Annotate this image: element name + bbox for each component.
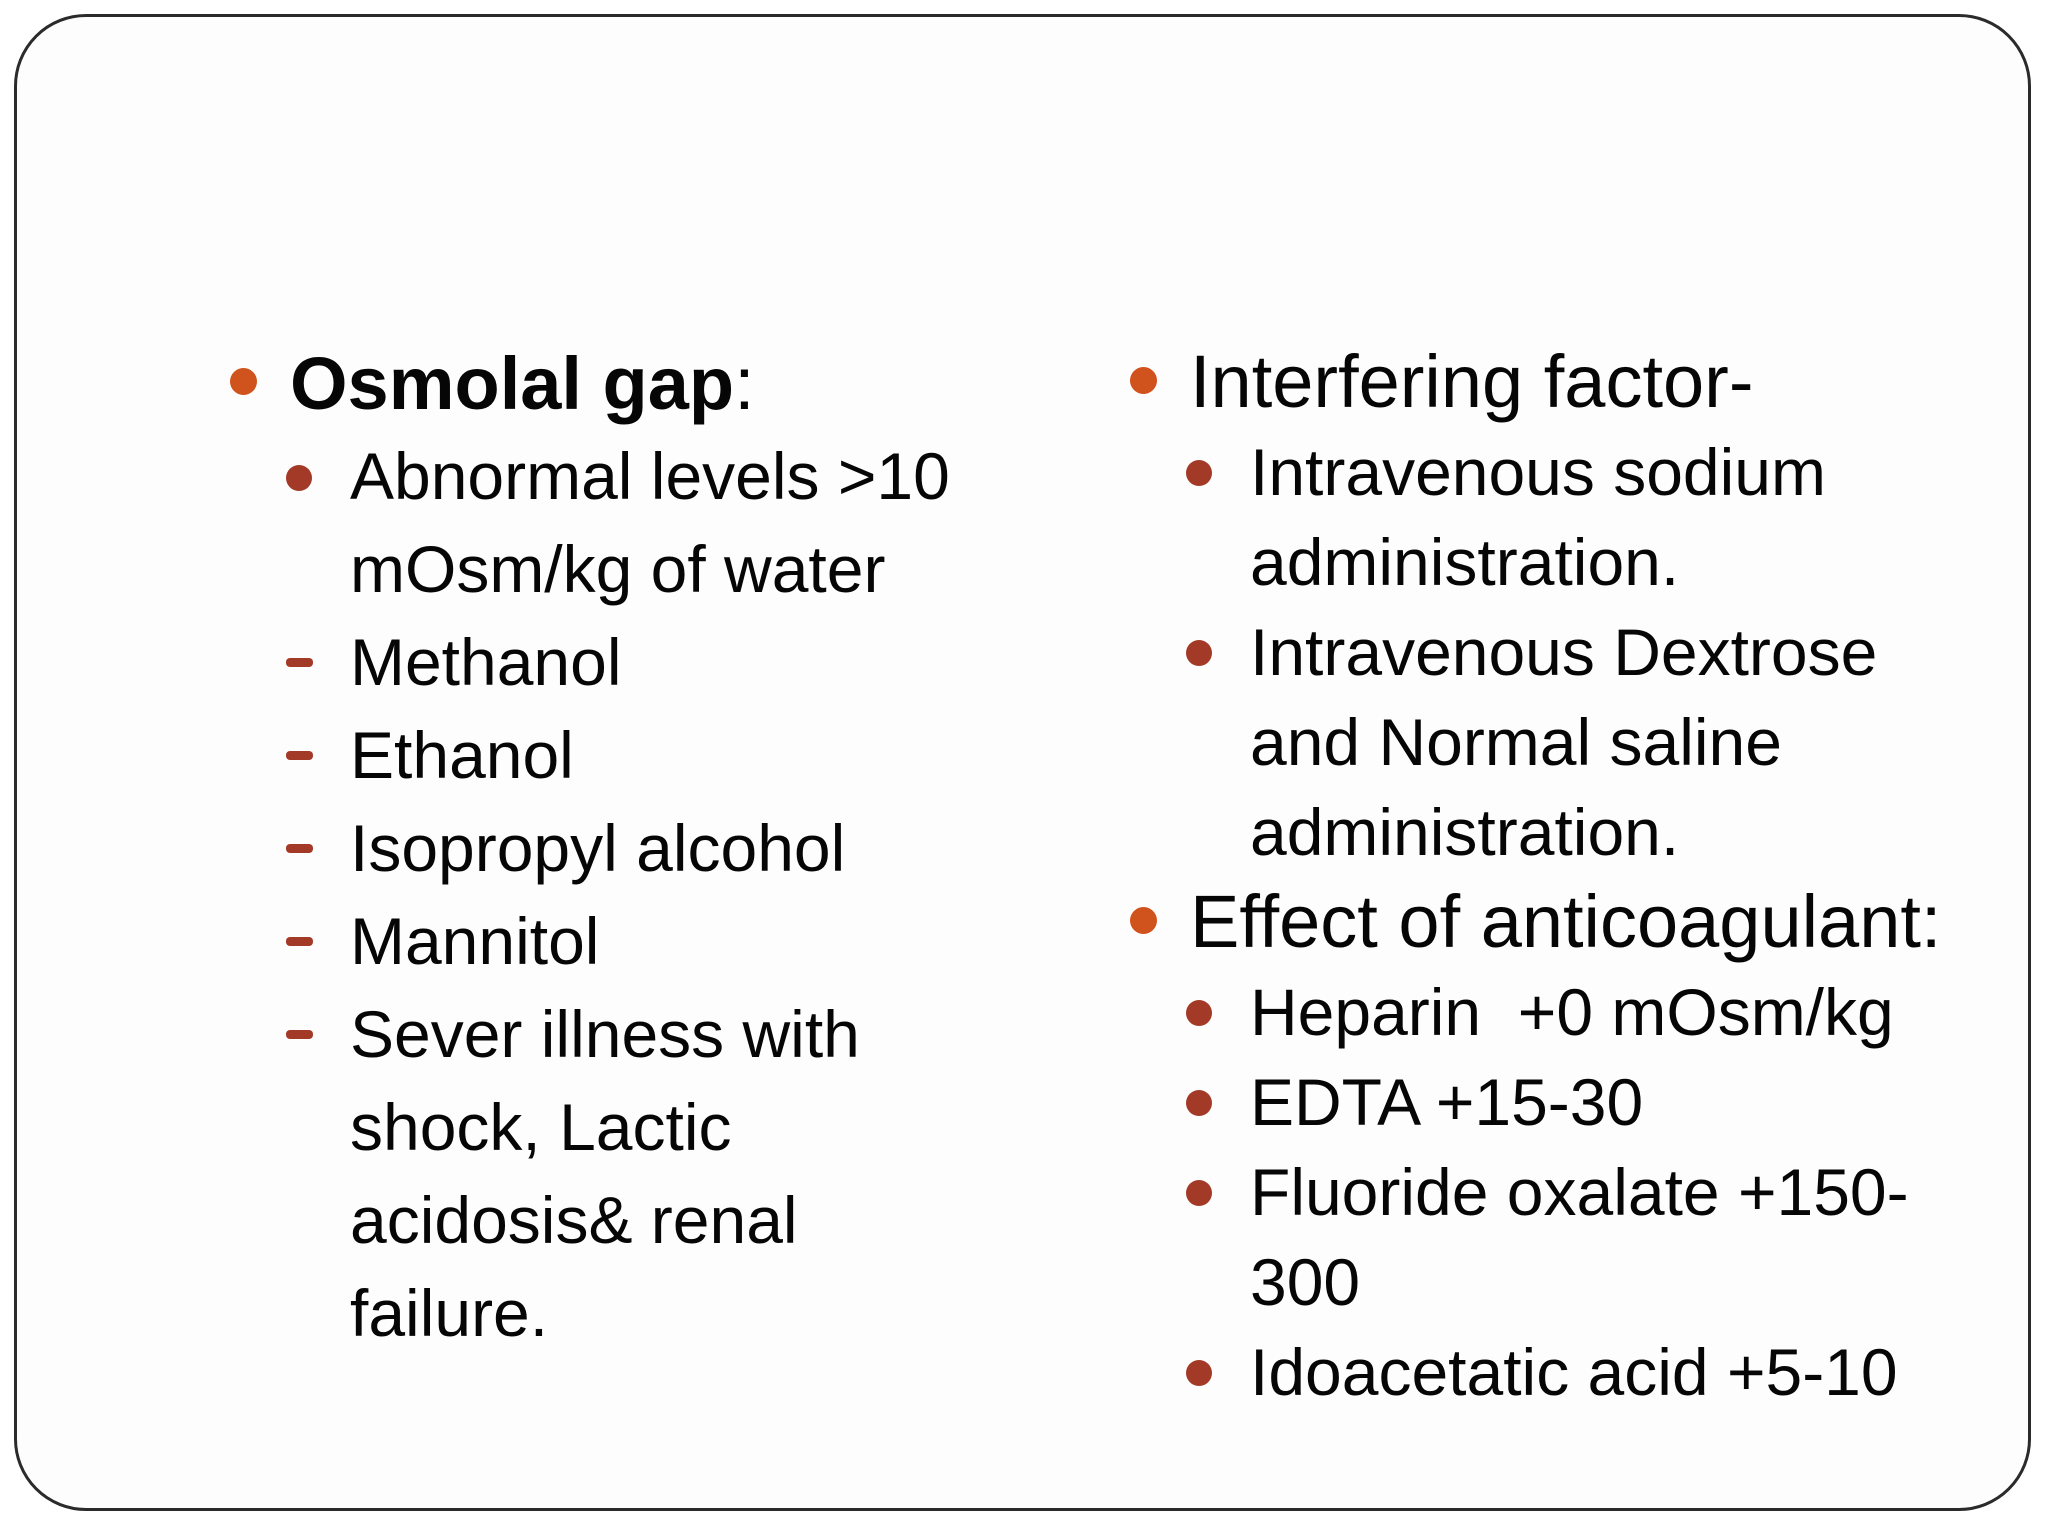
list-item: EDTA +15-30 (1122, 1057, 1970, 1147)
list-item-text: Heparin +0 mOsm/kg (1250, 975, 1894, 1049)
list-item: Sever illness with shock, Lactic acidosi… (222, 988, 1000, 1360)
bullet-icon (1186, 460, 1212, 486)
bullet-icon (1186, 1180, 1212, 1206)
list-item-text: Fluoride oxalate +150-300 (1250, 1155, 1909, 1319)
dash-icon (286, 658, 313, 667)
list-item-text: Isopropyl alcohol (350, 811, 846, 885)
list-item: Idoacetatic acid +5-10 (1122, 1327, 1970, 1417)
left-text-column: Osmolal gap: Abnormal levels >10 mOsm/kg … (222, 337, 1000, 1360)
bullet-icon (1130, 367, 1157, 394)
bullet-icon (1186, 640, 1212, 666)
list-item-text: Sever illness with shock, Lactic acidosi… (350, 997, 879, 1350)
list-item: Methanol (222, 616, 1000, 709)
list-item-text: EDTA +15-30 (1250, 1065, 1644, 1139)
bullet-icon (1186, 1090, 1212, 1116)
dash-icon (286, 844, 313, 853)
list-item: Isopropyl alcohol (222, 802, 1000, 895)
list-item: Intravenous Dextrose and Normal saline a… (1122, 607, 1970, 877)
list-item-text: Ethanol (350, 718, 574, 792)
list-item: Heparin +0 mOsm/kg (1122, 967, 1970, 1057)
slide-border-frame (14, 14, 2031, 1511)
dash-icon (286, 751, 313, 760)
list-item-text: Methanol (350, 625, 622, 699)
list-item: Fluoride oxalate +150-300 (1122, 1147, 1970, 1327)
list-item-text: Intravenous Dextrose and Normal saline a… (1250, 615, 1896, 869)
list-item-text: Abnormal levels >10 mOsm/kg of water (350, 439, 969, 606)
list-item: Abnormal levels >10 mOsm/kg of water (222, 430, 1000, 616)
list-item-text: Osmolal gap: (290, 342, 755, 425)
bullet-icon (1130, 907, 1157, 934)
list-item-text: Effect of anticoagulant: (1190, 880, 1942, 963)
list-item-text: Mannitol (350, 904, 600, 978)
bullet-icon (230, 368, 257, 395)
list-item-text: Intravenous sodium administration. (1250, 435, 1845, 599)
list-item-text: Interfering factor- (1190, 340, 1754, 423)
list-item: Interfering factor- (1122, 337, 1970, 427)
list-item: Mannitol (222, 895, 1000, 988)
bullet-icon (1186, 1000, 1212, 1026)
bullet-icon (1186, 1360, 1212, 1386)
bullet-icon (286, 465, 312, 491)
list-item: Effect of anticoagulant: (1122, 877, 1970, 967)
right-text-column: Interfering factor- Intravenous sodium ad… (1122, 337, 1970, 1417)
list-item-text: Idoacetatic acid +5-10 (1250, 1335, 1898, 1409)
dash-icon (286, 1030, 313, 1039)
dash-icon (286, 937, 313, 946)
list-item: Osmolal gap: (222, 337, 1000, 430)
list-item: Ethanol (222, 709, 1000, 802)
list-item: Intravenous sodium administration. (1122, 427, 1970, 607)
